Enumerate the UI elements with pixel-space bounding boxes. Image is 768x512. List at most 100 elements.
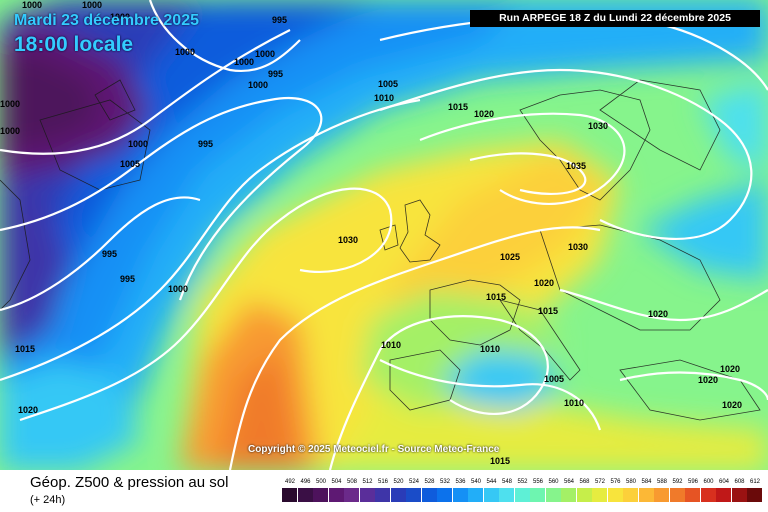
pressure-label: 1035: [566, 161, 586, 171]
pressure-label: 1010: [381, 340, 401, 350]
pressure-label: 1020: [698, 375, 718, 385]
scale-swatch: [437, 488, 452, 502]
scale-swatch: [452, 488, 468, 502]
map-legend-title: Géop. Z500 & pression au sol: [30, 474, 229, 491]
pressure-label: 1025: [500, 252, 520, 262]
scale-value-label: 556: [532, 479, 543, 485]
forecast-lead-time: (+ 24h): [30, 494, 66, 506]
pressure-label: 1020: [474, 109, 494, 119]
scale-swatch: [576, 488, 592, 502]
scale-swatch: [297, 488, 313, 502]
scale-value-label: 552: [517, 479, 528, 485]
scale-value-label: 600: [703, 479, 714, 485]
pressure-label: 1005: [544, 374, 564, 384]
scale-swatch: [483, 488, 499, 502]
scale-swatch: [638, 488, 654, 502]
scale-swatch: [468, 488, 483, 502]
scale-swatch: [375, 488, 390, 502]
pressure-label: 1020: [18, 405, 38, 415]
scale-swatch: [700, 488, 716, 502]
scale-value-label: 512: [362, 479, 373, 485]
scale-swatch: [669, 488, 685, 502]
scale-value-label: 568: [579, 479, 590, 485]
scale-swatch: [514, 488, 530, 502]
scale-value-label: 584: [641, 479, 652, 485]
pressure-label: 1015: [486, 292, 506, 302]
scale-value-label: 604: [718, 479, 729, 485]
scale-value-label: 492: [284, 479, 295, 485]
pressure-label: 995: [198, 139, 213, 149]
scale-value-label: 532: [439, 479, 450, 485]
pressure-label: 995: [268, 69, 283, 79]
scale-value-label: 540: [470, 479, 481, 485]
pressure-label: 1015: [490, 456, 510, 466]
scale-value-label: 508: [346, 479, 357, 485]
scale-value-label: 544: [486, 479, 497, 485]
scale-value-label: 504: [331, 479, 342, 485]
scale-swatch: [530, 488, 545, 502]
pressure-label: 1000: [168, 284, 188, 294]
scale-swatch: [545, 488, 561, 502]
scale-swatch: [607, 488, 623, 502]
scale-swatch: [313, 488, 328, 502]
pressure-label: 995: [102, 249, 117, 259]
scale-swatch: [685, 488, 700, 502]
scale-swatch: [344, 488, 359, 502]
scale-value-label: 592: [672, 479, 683, 485]
scale-value-label: 572: [594, 479, 605, 485]
scale-swatch: [499, 488, 514, 502]
pressure-label: 1005: [120, 159, 140, 169]
scale-swatch: [654, 488, 669, 502]
scale-value-label: 608: [734, 479, 745, 485]
scale-swatch: [359, 488, 375, 502]
pressure-label: 1015: [538, 306, 558, 316]
scale-value-label: 576: [610, 479, 621, 485]
scale-swatch: [747, 488, 762, 502]
scale-swatch: [623, 488, 638, 502]
scale-swatch: [328, 488, 344, 502]
pressure-label: 1000: [248, 80, 268, 90]
forecast-time: 18:00 locale: [14, 33, 134, 56]
scale-value-label: 500: [315, 479, 326, 485]
scale-value-label: 528: [424, 479, 435, 485]
pressure-label: 1020: [648, 309, 668, 319]
map-panel: 1000 1000 995 1000 1000 995 1000 1000 10…: [0, 0, 768, 470]
pressure-label: 1000: [128, 139, 148, 149]
pressure-label: 995: [272, 15, 287, 25]
pressure-label: 1030: [588, 121, 608, 131]
geopotential-field: [0, 0, 768, 470]
scale-value-label: 564: [563, 479, 574, 485]
pressure-label: 1000: [255, 49, 275, 59]
scale-swatch: [731, 488, 747, 502]
scale-value-label: 520: [393, 479, 404, 485]
scale-swatch: [282, 488, 297, 502]
pressure-label: 1030: [338, 235, 358, 245]
pressure-label: 1020: [534, 278, 554, 288]
scale-value-label: 580: [625, 479, 636, 485]
scale-value-label: 596: [687, 479, 698, 485]
pressure-label: 1000: [234, 57, 254, 67]
pressure-label: 1000: [0, 126, 20, 136]
scale-value-label: 560: [548, 479, 559, 485]
copyright-notice: Copyright © 2025 Meteociel.fr - Source M…: [248, 444, 500, 455]
run-info-banner: Run ARPEGE 18 Z du Lundi 22 décembre 202…: [470, 10, 760, 27]
pressure-label: 1005: [378, 79, 398, 89]
scale-value-label: 548: [501, 479, 512, 485]
scale-value-label: 524: [408, 479, 419, 485]
scale-value-label: 612: [749, 479, 760, 485]
scale-swatch: [421, 488, 437, 502]
scale-value-label: 588: [656, 479, 667, 485]
pressure-label: 1000: [175, 47, 195, 57]
pressure-label: 1000: [22, 0, 42, 10]
pressure-label: 1015: [15, 344, 35, 354]
map-canvas: 1000 1000 995 1000 1000 995 1000 1000 10…: [0, 0, 768, 470]
scale-swatch: [406, 488, 421, 502]
pressure-label: 1020: [720, 364, 740, 374]
scale-swatch: [592, 488, 607, 502]
scale-value-label: 536: [455, 479, 466, 485]
pressure-label: 1000: [0, 99, 20, 109]
pressure-label: 1010: [564, 398, 584, 408]
scale-value-label: 516: [377, 479, 388, 485]
pressure-label: 1010: [480, 344, 500, 354]
